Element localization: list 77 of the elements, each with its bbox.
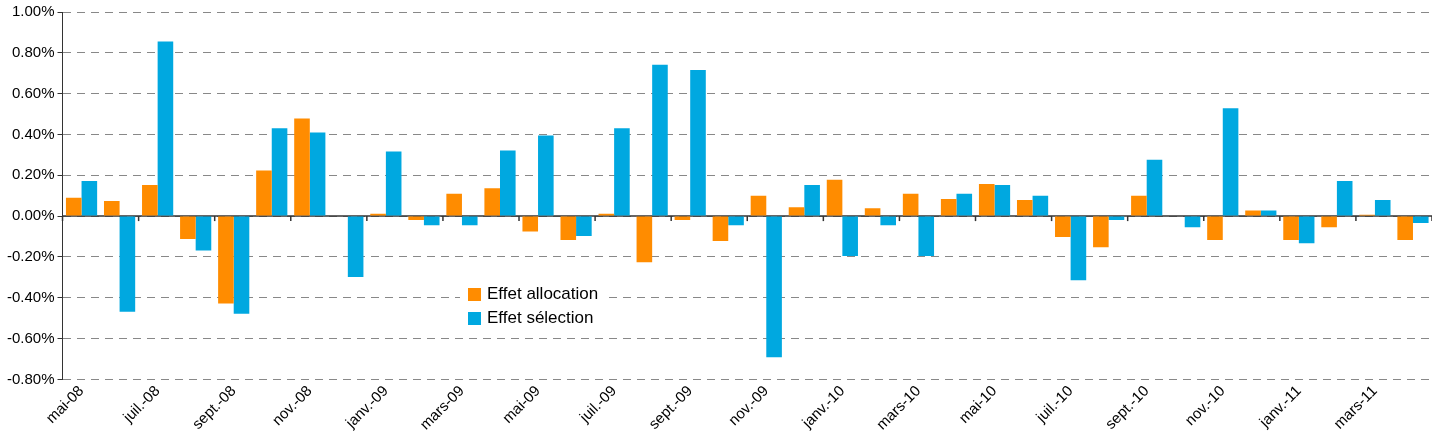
y-tick-label: -0.20% (7, 247, 55, 265)
bar (918, 216, 935, 256)
bar (712, 216, 729, 241)
bar (636, 216, 653, 263)
y-tick-label: 0.60% (11, 83, 55, 101)
bar (408, 216, 424, 220)
bar (81, 180, 98, 216)
bar (576, 216, 592, 236)
bar (842, 216, 858, 256)
bar (1321, 216, 1337, 228)
bar (614, 128, 630, 216)
y-tick-label: 0.40% (11, 124, 55, 142)
bar (180, 216, 196, 239)
bar (218, 216, 234, 304)
bar (256, 170, 272, 216)
bar (446, 193, 462, 216)
bar (560, 216, 577, 240)
bar (142, 185, 158, 216)
bar (538, 135, 554, 216)
bar (750, 195, 767, 216)
bar (826, 179, 843, 216)
y-tick-label: -0.40% (7, 287, 55, 305)
bar (1298, 216, 1315, 244)
bar (157, 41, 174, 216)
bar (484, 188, 500, 216)
bar (522, 216, 539, 232)
bar (728, 216, 744, 226)
bar (1016, 199, 1033, 216)
y-tick-label: 0.00% (11, 206, 55, 224)
bar (902, 193, 919, 216)
bar (1222, 108, 1239, 216)
y-tick-label: 0.20% (11, 165, 55, 183)
bar (766, 216, 782, 358)
bar (1146, 159, 1163, 216)
bar (500, 150, 516, 216)
bar (1032, 195, 1049, 216)
bar (956, 193, 973, 216)
bar (1397, 216, 1413, 240)
bar (1070, 216, 1087, 281)
bar (1374, 199, 1391, 216)
bar (271, 128, 288, 216)
bar (994, 185, 1011, 216)
bar (347, 216, 364, 277)
bar (195, 216, 212, 251)
bar (880, 216, 896, 226)
bar (65, 197, 82, 216)
bar (294, 118, 310, 216)
bar (864, 208, 881, 216)
legend-label: Effet sélection (487, 308, 594, 328)
bar (804, 185, 820, 216)
bar (690, 69, 706, 216)
bar (385, 151, 402, 216)
bar (1055, 216, 1071, 237)
bar (1245, 210, 1261, 216)
bar (940, 198, 957, 216)
bar (309, 132, 326, 216)
bar (233, 216, 250, 314)
bar (652, 64, 668, 216)
bar (1412, 216, 1429, 224)
bar (1260, 210, 1277, 216)
bar (1093, 216, 1109, 248)
bar (1131, 195, 1147, 216)
legend-label: Effet allocation (487, 284, 599, 304)
bar (978, 184, 995, 216)
bar (1283, 216, 1299, 240)
bar (788, 207, 805, 216)
bar (119, 216, 136, 312)
bar (1207, 216, 1223, 240)
bar (1184, 216, 1201, 228)
y-tick-label: 1.00% (11, 2, 55, 20)
y-tick-label: 0.80% (11, 42, 55, 60)
y-tick-label: -0.60% (7, 328, 55, 346)
bar (461, 216, 478, 226)
y-tick-label: -0.80% (7, 369, 55, 387)
bar (103, 200, 120, 216)
bar (423, 216, 440, 226)
bar (1336, 180, 1353, 216)
